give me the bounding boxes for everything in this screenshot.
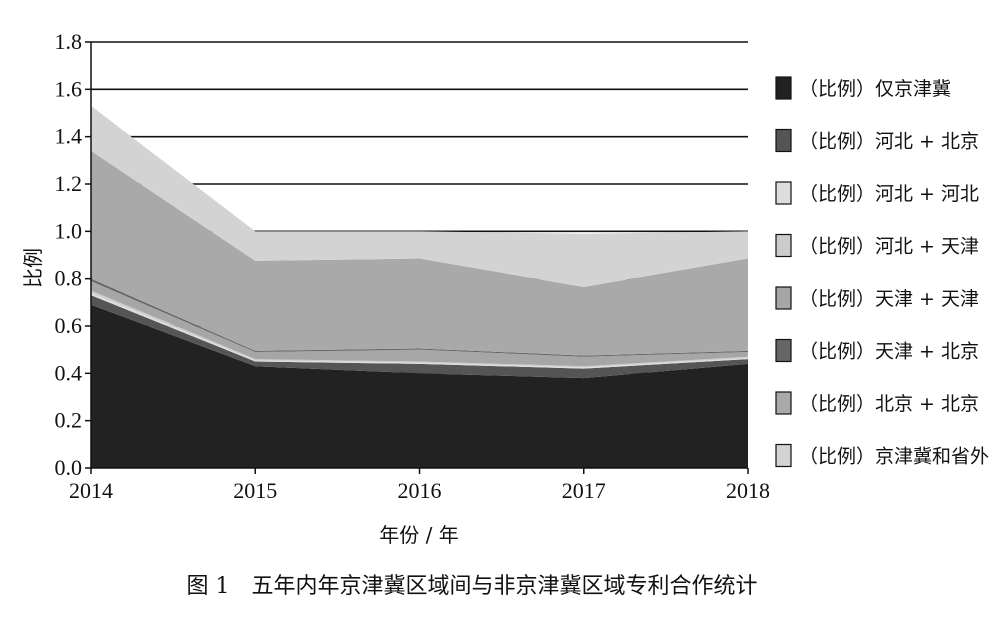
axes: 0.0 0.2 0.4 0.6 0.8 1.0 1.2 1.4 1.6 1.8 2014 2015 20… — [55, 29, 771, 503]
area-series — [91, 304, 748, 468]
legend-label: （比例）天津 + 天津 — [799, 288, 979, 310]
y-tick-label: 1.8 — [55, 29, 83, 54]
x-tick-label: 2015 — [233, 478, 277, 503]
y-tick-label: 1.4 — [55, 124, 83, 149]
legend-label: （比例）北京 + 北京 — [799, 393, 979, 415]
legend-swatch — [775, 338, 792, 363]
y-tick-label: 1.0 — [55, 218, 83, 243]
x-tick-label: 2016 — [398, 478, 442, 503]
area-series — [91, 150, 748, 356]
legend-swatch — [775, 128, 792, 153]
legend-swatch — [775, 391, 792, 415]
legend-swatch — [775, 233, 792, 258]
area-series — [91, 281, 748, 367]
y-tick-label: 0.2 — [55, 408, 83, 433]
y-tick-label: 0.0 — [55, 455, 83, 480]
figure-caption: 图 1 五年内年京津冀区域间与非京津冀区域专利合作统计 — [187, 574, 758, 599]
x-axis-title: 年份 / 年 — [379, 523, 458, 547]
legend: （比例）仅京津冀 （比例）河北 + 北京 （比例）河北 + 河北 （比例）河北 + 天… — [775, 76, 989, 468]
area-series — [91, 105, 748, 287]
legend-label: （比例）京津冀和省外 — [799, 446, 989, 468]
x-tick-label: 2018 — [726, 478, 770, 503]
stacked-areas — [91, 105, 748, 468]
y-axis-title: 比例 — [21, 248, 45, 288]
legend-label: （比例）天津 + 北京 — [799, 341, 979, 363]
legend-swatch — [775, 443, 792, 468]
legend-label: （比例）河北 + 河北 — [799, 183, 979, 205]
y-tick-label: 1.6 — [55, 76, 83, 101]
legend-swatch — [775, 76, 792, 100]
y-tick-label: 0.6 — [55, 313, 83, 338]
x-tick-label: 2017 — [562, 478, 606, 503]
legend-swatch — [775, 286, 792, 310]
legend-swatch — [775, 181, 792, 205]
y-tick-label: 0.8 — [55, 266, 83, 291]
y-tick-label: 0.4 — [55, 360, 83, 385]
legend-label: （比例）河北 + 天津 — [799, 236, 979, 258]
x-tick-label: 2014 — [69, 478, 113, 503]
legend-label: （比例）仅京津冀 — [799, 78, 951, 100]
legend-label: （比例）河北 + 北京 — [799, 131, 979, 153]
y-tick-label: 1.2 — [55, 171, 83, 196]
